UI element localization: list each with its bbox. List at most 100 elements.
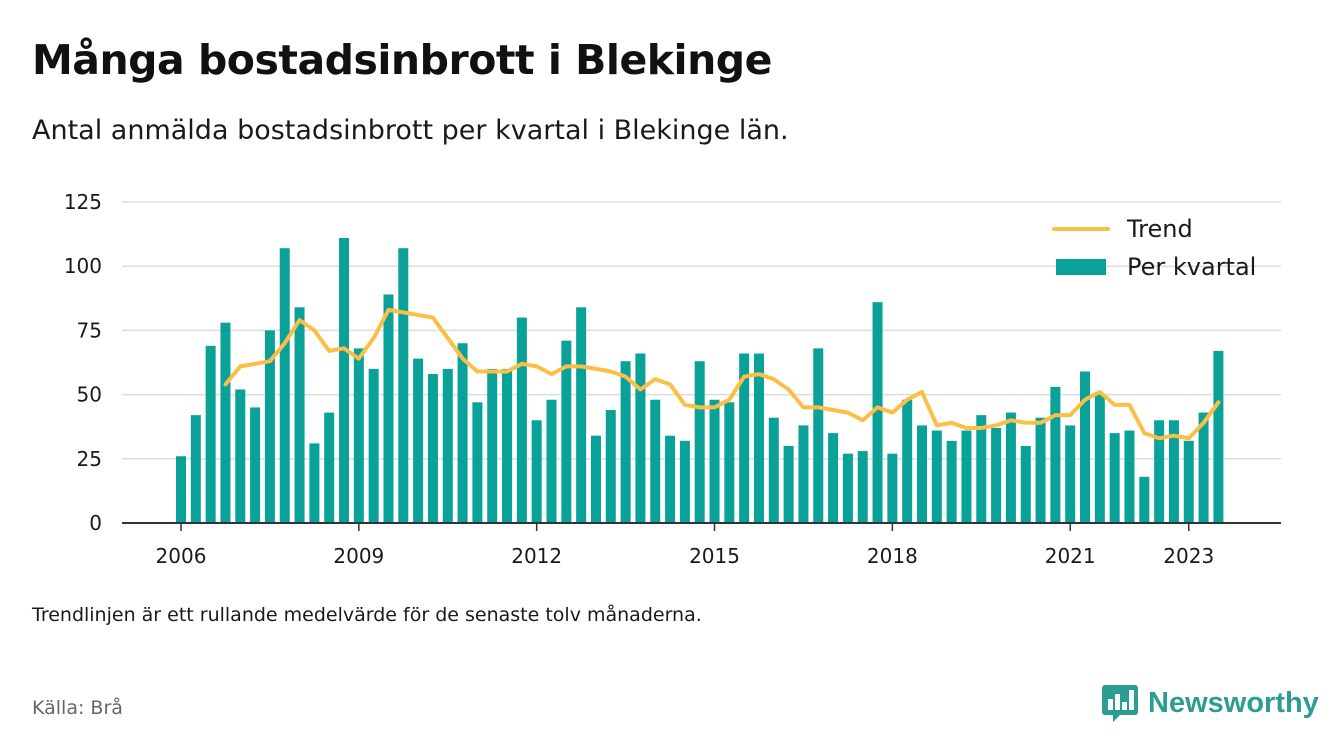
bar: [1005, 412, 1016, 523]
bar: [828, 433, 839, 523]
bar: [442, 368, 453, 523]
bar: [768, 417, 779, 523]
bar: [413, 358, 424, 523]
bar: [946, 440, 957, 523]
x-tick-label: 2021: [1045, 544, 1096, 568]
bar: [976, 415, 987, 523]
bar: [590, 435, 601, 523]
bar: [472, 402, 483, 523]
bar: [753, 353, 764, 523]
bar: [487, 368, 498, 523]
bar: [309, 443, 320, 523]
bar: [1109, 433, 1120, 523]
bar: [991, 427, 1002, 523]
bar: [220, 322, 231, 523]
bar: [620, 361, 631, 523]
bar: [205, 345, 216, 523]
bar: [665, 435, 676, 523]
footnote: Trendlinjen är ett rullande medelvärde f…: [32, 604, 702, 626]
bar: [872, 302, 883, 523]
x-tick-label: 2023: [1163, 544, 1214, 568]
bar: [339, 237, 350, 523]
bar: [561, 340, 572, 523]
bar: [1020, 445, 1031, 523]
x-axis-ticks: 2006 2009 2012 2015 2018 2021 2023: [156, 523, 1214, 568]
brand-logo: Newsworthy: [1102, 683, 1319, 723]
bar: [1154, 420, 1165, 523]
y-axis-ticks: 0 25 50 75 100 125: [64, 190, 102, 535]
bar: [1139, 476, 1150, 523]
bar: [576, 307, 587, 523]
bar: [324, 412, 335, 523]
bar: [531, 420, 542, 523]
bar: [294, 307, 305, 523]
legend: Trend Per kvartal: [1052, 215, 1256, 281]
chart-subtitle: Antal anmälda bostadsinbrott per kvartal…: [32, 115, 789, 146]
legend-per-kvartal-swatch: [1056, 259, 1106, 275]
legend-trend-label: Trend: [1126, 215, 1193, 243]
bar: [368, 368, 379, 523]
bar-chart-speech-bubble-icon: [1102, 685, 1138, 722]
y-tick-label: 100: [64, 254, 102, 278]
chart-title: Många bostadsinbrott i Blekinge: [32, 36, 772, 84]
bar: [813, 348, 824, 523]
bar: [1065, 425, 1076, 523]
bar: [798, 425, 809, 523]
y-tick-label: 0: [89, 511, 102, 535]
brand-name: Newsworthy: [1148, 686, 1319, 719]
bar: [279, 248, 290, 523]
bar: [1124, 430, 1135, 523]
bar: [264, 330, 275, 523]
bar: [1168, 420, 1179, 523]
bar: [917, 425, 927, 523]
bar: [709, 399, 720, 523]
bar: [383, 294, 394, 523]
bar: [1213, 350, 1224, 523]
bar: [694, 361, 705, 523]
legend-per-kvartal-label: Per kvartal: [1127, 253, 1256, 281]
bar: [516, 317, 527, 523]
bar: [1198, 412, 1209, 523]
x-tick-label: 2006: [156, 544, 207, 568]
bar: [842, 453, 853, 523]
bar: [1080, 371, 1091, 523]
bar: [546, 399, 557, 523]
y-tick-label: 25: [77, 447, 102, 471]
bar: [961, 430, 972, 523]
y-tick-label: 125: [64, 190, 102, 214]
bar: [857, 451, 868, 523]
bar: [427, 374, 438, 523]
x-tick-label: 2015: [689, 544, 740, 568]
y-tick-label: 75: [77, 318, 102, 342]
source-text: Källa: Brå: [32, 697, 123, 719]
bar: [190, 415, 201, 523]
trend-line: [223, 307, 1221, 441]
bar: [650, 399, 661, 523]
x-tick-label: 2009: [333, 544, 384, 568]
bar: [679, 440, 690, 523]
bar: [931, 430, 942, 523]
bar: [635, 353, 646, 523]
bar: [605, 410, 616, 523]
x-tick-label: 2012: [511, 544, 562, 568]
bar: [1094, 394, 1105, 523]
bar: [1183, 440, 1194, 523]
bar: [739, 353, 750, 523]
bars: [176, 237, 1224, 523]
bar: [902, 399, 913, 523]
bar: [176, 456, 186, 523]
bar: [1050, 386, 1061, 523]
bar: [724, 402, 735, 523]
bar: [887, 453, 898, 523]
x-tick-label: 2018: [867, 544, 918, 568]
bar: [353, 348, 364, 523]
bar: [250, 407, 261, 523]
bar: [457, 343, 468, 523]
y-tick-label: 50: [77, 383, 102, 407]
bar: [783, 445, 794, 523]
bar: [1035, 417, 1046, 523]
bar: [398, 248, 409, 523]
bar: [235, 389, 246, 523]
bar: [502, 368, 513, 523]
